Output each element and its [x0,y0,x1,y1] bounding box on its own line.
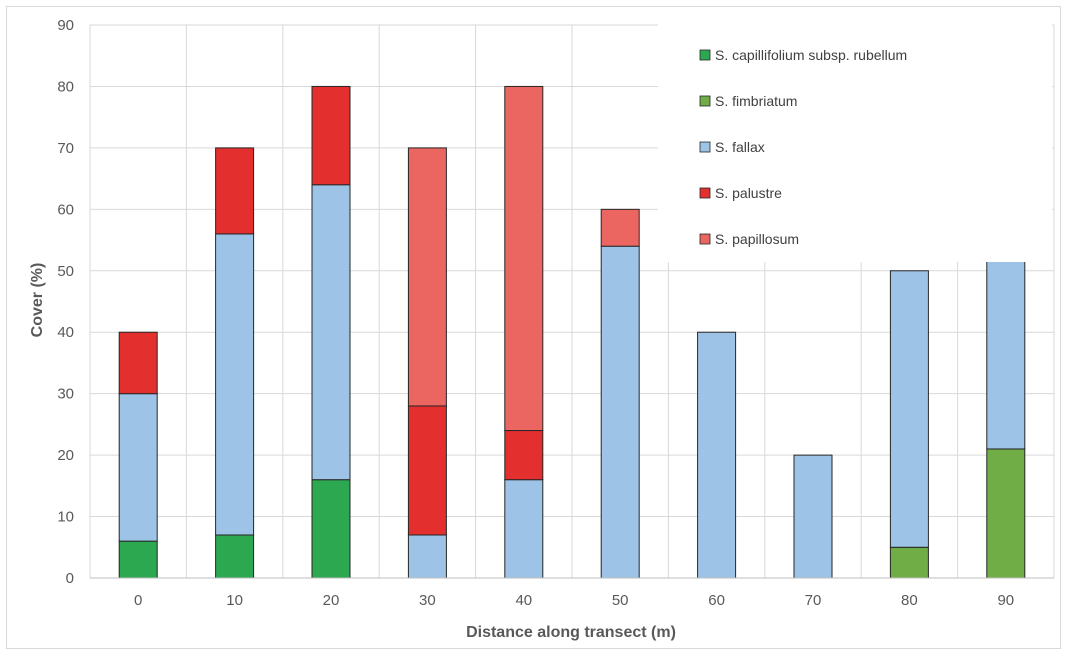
y-tick-label: 10 [57,509,74,526]
bars [118,85,1026,579]
legend: S. capillifolium subsp. rubellum S. fimbr… [658,22,1052,262]
legend-swatch [699,187,711,199]
y-tick-label: 20 [57,447,74,464]
legend-label: S. papillosum [715,231,799,247]
x-tick-label: 30 [419,592,436,609]
y-tick-label: 90 [57,17,74,34]
x-tick-label: 70 [805,592,822,609]
y-tick-label: 70 [57,140,74,157]
bar-segment [697,331,737,579]
x-tick-label: 80 [901,592,918,609]
bar-segment [311,184,351,481]
x-tick-label: 0 [134,592,142,609]
legend-swatch [699,141,711,153]
legend-swatch [699,95,711,107]
bar-segment [504,479,544,579]
bar-segment [889,270,929,548]
bar-segment [407,405,447,536]
x-tick-label: 50 [612,592,629,609]
bar-segment [215,147,255,235]
bar-segment [311,479,351,579]
bar-segment [407,534,447,579]
x-tick-label: 10 [226,592,243,609]
y-tick-label: 30 [57,386,74,403]
y-tick-label: 50 [57,263,74,280]
bar-segment [504,85,544,432]
legend-label: S. capillifolium subsp. rubellum [715,47,907,63]
bar-segment [215,534,255,579]
bar-segment [504,430,544,481]
bar-segment [600,208,640,247]
bar-segment [407,147,447,407]
legend-swatch [699,233,711,245]
legend-label: S. fimbriatum [715,93,797,109]
y-tick-label: 60 [57,201,74,218]
legend-background [658,22,1052,262]
y-axis-title: Cover (%) [29,263,46,338]
bar-segment [118,331,158,395]
legend-label: S. fallax [715,139,765,155]
bar-segment [793,454,833,579]
y-tick-label: 80 [57,78,74,95]
bar-segment [215,233,255,536]
x-tick-label: 90 [997,592,1014,609]
x-tick-label: 40 [515,592,532,609]
x-axis-title: Distance along transect (m) [466,624,676,641]
bar-segment [311,85,351,186]
y-tick-label: 0 [66,570,74,587]
legend-swatch [699,49,711,61]
bar-segment [118,540,158,579]
bar-segment [118,393,158,542]
x-tick-label: 20 [323,592,340,609]
bar-segment [889,546,929,579]
x-tick-label: 60 [708,592,725,609]
y-tick-label: 40 [57,324,74,341]
bar-segment [600,245,640,579]
axes: 0 10 20 30 40 50 60 70 80 90 0 10 20 30 40 50 60 70 80 90 [57,17,1054,609]
legend-label: S. palustre [715,185,782,201]
bar-segment [986,448,1026,579]
